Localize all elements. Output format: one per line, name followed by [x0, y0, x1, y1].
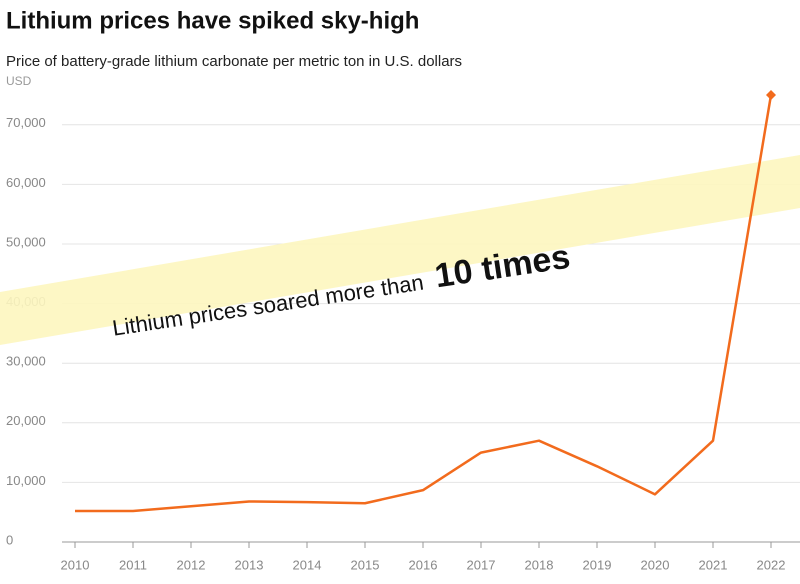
- end-marker: [766, 90, 776, 100]
- price-line: [75, 94, 773, 513]
- y-tick-label: 10,000: [6, 473, 46, 488]
- x-tick-label: 2010: [61, 557, 90, 572]
- y-tick-label: 60,000: [6, 175, 46, 190]
- x-tick-label: 2016: [409, 557, 438, 572]
- y-tick-label: 70,000: [6, 115, 46, 130]
- x-tick-label: 2021: [699, 557, 728, 572]
- x-tick-label: 2022: [757, 557, 786, 572]
- x-tick-label: 2015: [351, 557, 380, 572]
- x-tick-label: 2017: [467, 557, 496, 572]
- x-tick-label: 2020: [641, 557, 670, 572]
- y-axis-label: USD: [6, 74, 32, 88]
- y-tick-label: 30,000: [6, 354, 46, 369]
- x-tick-label: 2011: [119, 557, 147, 572]
- x-tick-label: 2012: [177, 557, 206, 572]
- plot: [75, 90, 776, 513]
- x-tick-label: 2018: [525, 557, 554, 572]
- y-tick-label: 50,000: [6, 234, 46, 249]
- x-tick-label: 2013: [235, 557, 264, 572]
- y-tick-label: 20,000: [6, 413, 46, 428]
- y-tick-label: 0: [6, 532, 13, 547]
- chart-subtitle: Price of battery-grade lithium carbonate…: [6, 53, 462, 70]
- x-tick-label: 2014: [293, 557, 322, 572]
- highlight-band: [0, 155, 800, 345]
- chart-title: Lithium prices have spiked sky-high: [6, 7, 419, 34]
- x-tick-label: 2019: [583, 557, 612, 572]
